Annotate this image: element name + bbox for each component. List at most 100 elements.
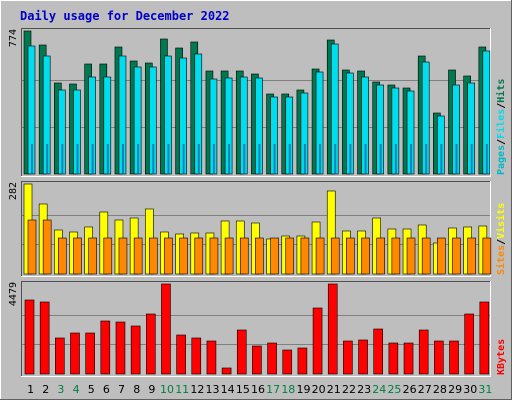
bar-pages [394, 144, 397, 174]
bar-sites [437, 237, 446, 275]
bar-kbytes [236, 329, 247, 375]
bar-pages [334, 144, 337, 174]
bar-sites [164, 237, 173, 275]
bar-kbytes [434, 340, 444, 375]
day-label: 10 [160, 383, 174, 396]
bar-kbytes [418, 329, 429, 375]
bar-kbytes [176, 334, 186, 375]
day-label: 2 [42, 383, 49, 396]
bar-sites [73, 237, 82, 275]
bar-pages [167, 144, 170, 174]
bar-kbytes [282, 349, 293, 375]
bar-sites [224, 237, 234, 275]
legend-entry: Files [495, 109, 507, 139]
bar-kbytes [327, 283, 338, 375]
day-label: 7 [118, 383, 125, 396]
bar-sites [391, 237, 401, 275]
bar-sites [346, 237, 355, 275]
bar-pages [303, 144, 306, 174]
bar-sites [300, 237, 310, 275]
day-label: 27 [418, 383, 432, 396]
bar-pages [182, 144, 185, 174]
bar-kbytes [161, 283, 171, 375]
bar-kbytes [388, 342, 399, 375]
bar-pages [76, 144, 79, 174]
bar-kbytes [85, 332, 95, 375]
bar-kbytes [403, 342, 414, 375]
y-max-label: 4479 [8, 282, 19, 306]
bar-kbytes [449, 340, 459, 375]
bar-sites [194, 237, 204, 275]
bar-kbytes [343, 340, 353, 375]
bar-pages [273, 144, 276, 174]
bar-kbytes [297, 347, 308, 375]
bar-pages [121, 144, 124, 174]
bar-sites [315, 237, 325, 275]
bar-pages [152, 144, 155, 174]
day-label: 20 [312, 383, 326, 396]
day-label: 30 [463, 383, 477, 396]
bar-kbytes [479, 301, 490, 375]
day-label: 31 [478, 383, 492, 396]
day-label: 14 [221, 383, 235, 396]
bar-pages [212, 144, 215, 174]
bar-kbytes [100, 320, 111, 375]
day-label: 19 [296, 383, 310, 396]
legend-entry: / [496, 239, 507, 245]
kbytes-panel: 4479 KBytes [8, 281, 507, 377]
visits-sites-panel: 282 Sites/Visits [8, 181, 507, 277]
bar-pages [106, 144, 109, 174]
bar-kbytes [252, 345, 262, 375]
bar-kbytes [70, 332, 80, 375]
bar-kbytes [115, 321, 126, 375]
bar-sites [361, 237, 370, 275]
bar-pages [349, 144, 352, 174]
legend-entry: / [496, 139, 507, 145]
day-label: 29 [448, 383, 462, 396]
y-max-label: 774 [8, 29, 19, 47]
day-label: 28 [433, 383, 447, 396]
bar-pages [61, 144, 64, 174]
legend-label: Pages/Files/Hits [495, 79, 507, 175]
day-label: 1 [27, 383, 34, 396]
bar-pages [258, 144, 261, 174]
bar-pages [455, 144, 458, 174]
bar-kbytes [267, 342, 277, 375]
bar-pages [440, 144, 443, 174]
bar-sites [421, 237, 431, 275]
bar-kbytes [55, 337, 65, 375]
bar-pages [379, 144, 382, 174]
day-label: 5 [88, 383, 95, 396]
legend-entry: Hits [495, 79, 507, 103]
day-label: 25 [387, 383, 401, 396]
day-label: 3 [57, 383, 64, 396]
legend-label: KBytes [496, 339, 507, 375]
chart-panels: 774Pages/Files/Hits282Sites/Visits4479KB… [8, 28, 507, 377]
bar-sites [330, 237, 340, 275]
bar-pages [485, 144, 488, 174]
bar-sites [239, 237, 249, 275]
day-label: 18 [281, 383, 295, 396]
legend-entry: Visits [495, 203, 507, 239]
day-label: 6 [103, 383, 110, 396]
day-label: 12 [190, 383, 204, 396]
bar-kbytes [130, 325, 141, 375]
bar-kbytes [464, 313, 474, 375]
bar-pages [425, 144, 428, 174]
day-label: 23 [357, 383, 371, 396]
bar-sites [285, 237, 295, 275]
bar-sites [452, 237, 461, 275]
bar-sites [209, 237, 219, 275]
bar-sites [103, 237, 113, 275]
bar-kbytes [145, 313, 156, 375]
bar-sites [376, 237, 386, 275]
bar-sites [482, 237, 492, 275]
bar-sites [42, 219, 52, 275]
bar-pages [46, 144, 49, 174]
bar-pages [91, 144, 94, 174]
day-label: 16 [251, 383, 265, 396]
day-label: 11 [175, 383, 189, 396]
day-label: 15 [236, 383, 250, 396]
day-label: 22 [342, 383, 356, 396]
